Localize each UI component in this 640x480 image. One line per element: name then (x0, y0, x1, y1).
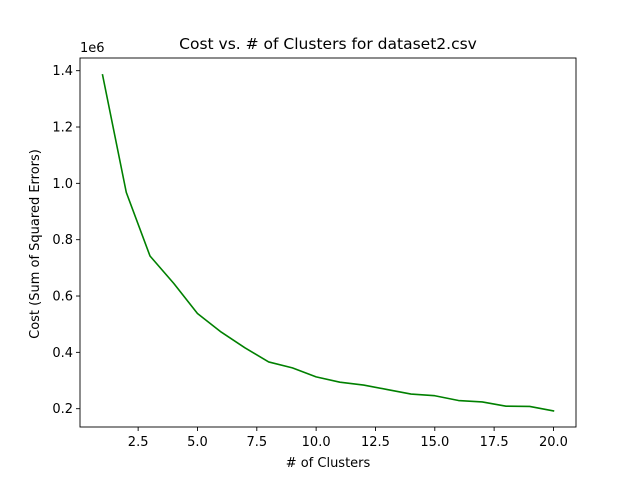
y-tick-label: 1.4 (52, 64, 73, 79)
y-tick-label: 0.4 (52, 346, 73, 361)
x-tick-label: 12.5 (361, 435, 390, 450)
x-tick-label: 7.5 (246, 435, 267, 450)
y-tick-label: 1.0 (52, 177, 73, 192)
x-tick-label: 20.0 (539, 435, 568, 450)
x-tick-label: 5.0 (187, 435, 208, 450)
x-tick-label: 10.0 (302, 435, 331, 450)
plot-area: 2.5 5.0 7.5 10.0 12.5 15.0 17.5 20.0 0.2 0.4 0.6 0.… (52, 57, 577, 450)
y-offset-label: 1e6 (80, 41, 105, 56)
x-tick-label: 15.0 (420, 435, 449, 450)
y-axis-label: Cost (Sum of Squared Errors) (28, 149, 43, 339)
y-tick-label: 0.8 (52, 233, 73, 248)
series-line-0 (101, 73, 555, 412)
chart-title: Cost vs. # of Clusters for dataset2.csv (179, 35, 477, 53)
x-tick-label: 2.5 (128, 435, 149, 450)
x-axis-label: # of Clusters (286, 456, 371, 471)
x-tick-label: 17.5 (480, 435, 509, 450)
y-tick-label: 1.2 (52, 121, 73, 136)
plot-frame (79, 57, 577, 428)
y-tick-label: 0.6 (52, 290, 73, 305)
y-tick-label: 0.2 (52, 402, 73, 417)
